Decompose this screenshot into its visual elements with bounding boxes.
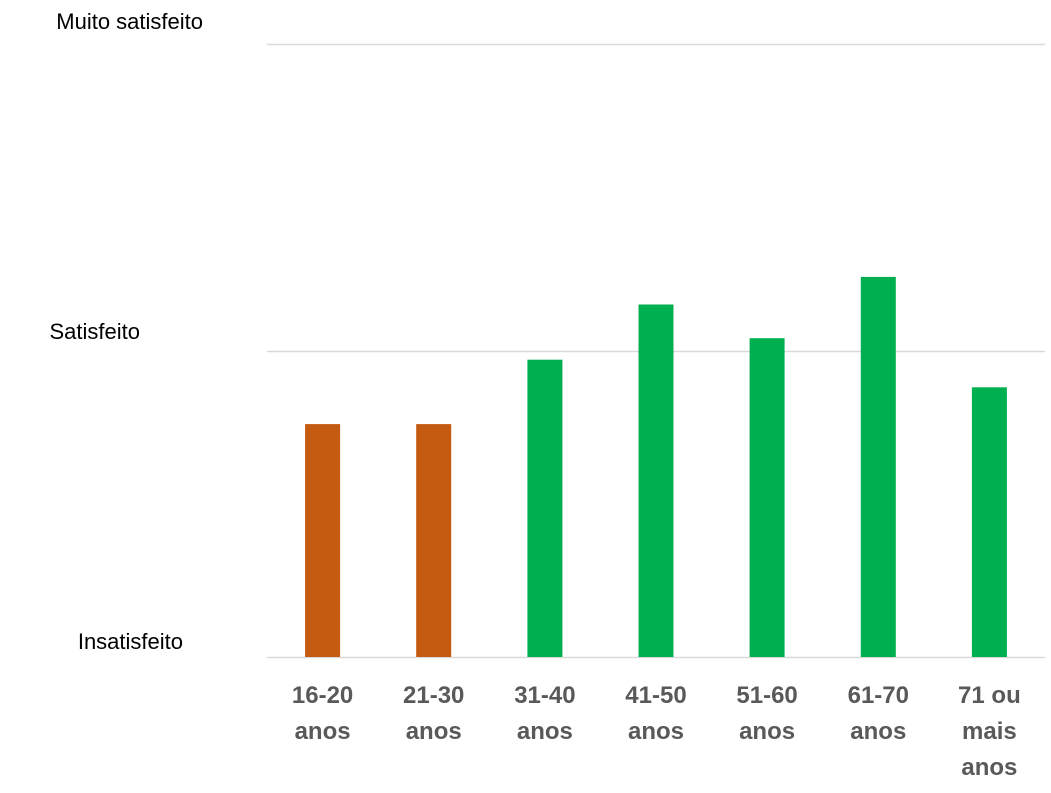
bar-5 (860, 276, 896, 657)
x-tick-label-line: 16-20 (292, 682, 353, 709)
y-tick-label-satisfeito: Satisfeito (50, 319, 141, 344)
x-tick-label-6: 71 ou mais anos (958, 682, 1021, 781)
x-tick-label-line: 41-50 (625, 682, 686, 709)
x-tick-label-2: 31-40 anos (514, 682, 575, 745)
y-tick-label-insatisfeito: Insatisfeito (78, 629, 183, 654)
x-tick-label-line: anos (406, 718, 462, 745)
x-tick-label-line: anos (961, 754, 1017, 781)
x-tick-label-line: anos (739, 718, 795, 745)
bar-6 (971, 387, 1007, 657)
bar-0 (305, 424, 341, 657)
x-tick-label-line: 61-70 (848, 682, 909, 709)
x-tick-label-5: 61-70 anos (848, 682, 909, 745)
x-tick-label-line: anos (850, 718, 906, 745)
x-tick-label-4: 51-60 anos (736, 682, 797, 745)
x-tick-label-line: anos (295, 718, 351, 745)
y-axis-labels: Insatisfeito Satisfeito Muito satisfeito (50, 9, 204, 654)
bars (305, 276, 1007, 657)
x-tick-label-1: 21-30 anos (403, 682, 464, 745)
bar-4 (749, 338, 785, 657)
x-tick-label-line: 51-60 (736, 682, 797, 709)
x-tick-label-3: 41-50 anos (625, 682, 686, 745)
x-tick-label-line: anos (628, 718, 684, 745)
x-tick-label-line: 21-30 (403, 682, 464, 709)
x-tick-label-line: 31-40 (514, 682, 575, 709)
x-tick-label-line: mais (962, 718, 1017, 745)
y-tick-label-muito-satisfeito: Muito satisfeito (56, 9, 203, 34)
x-tick-label-0: 16-20 anos (292, 682, 353, 745)
x-tick-label-line: anos (517, 718, 573, 745)
bar-3 (638, 304, 674, 657)
bar-2 (527, 359, 563, 657)
x-tick-label-line: 71 ou (958, 682, 1021, 709)
bar-1 (416, 424, 452, 657)
